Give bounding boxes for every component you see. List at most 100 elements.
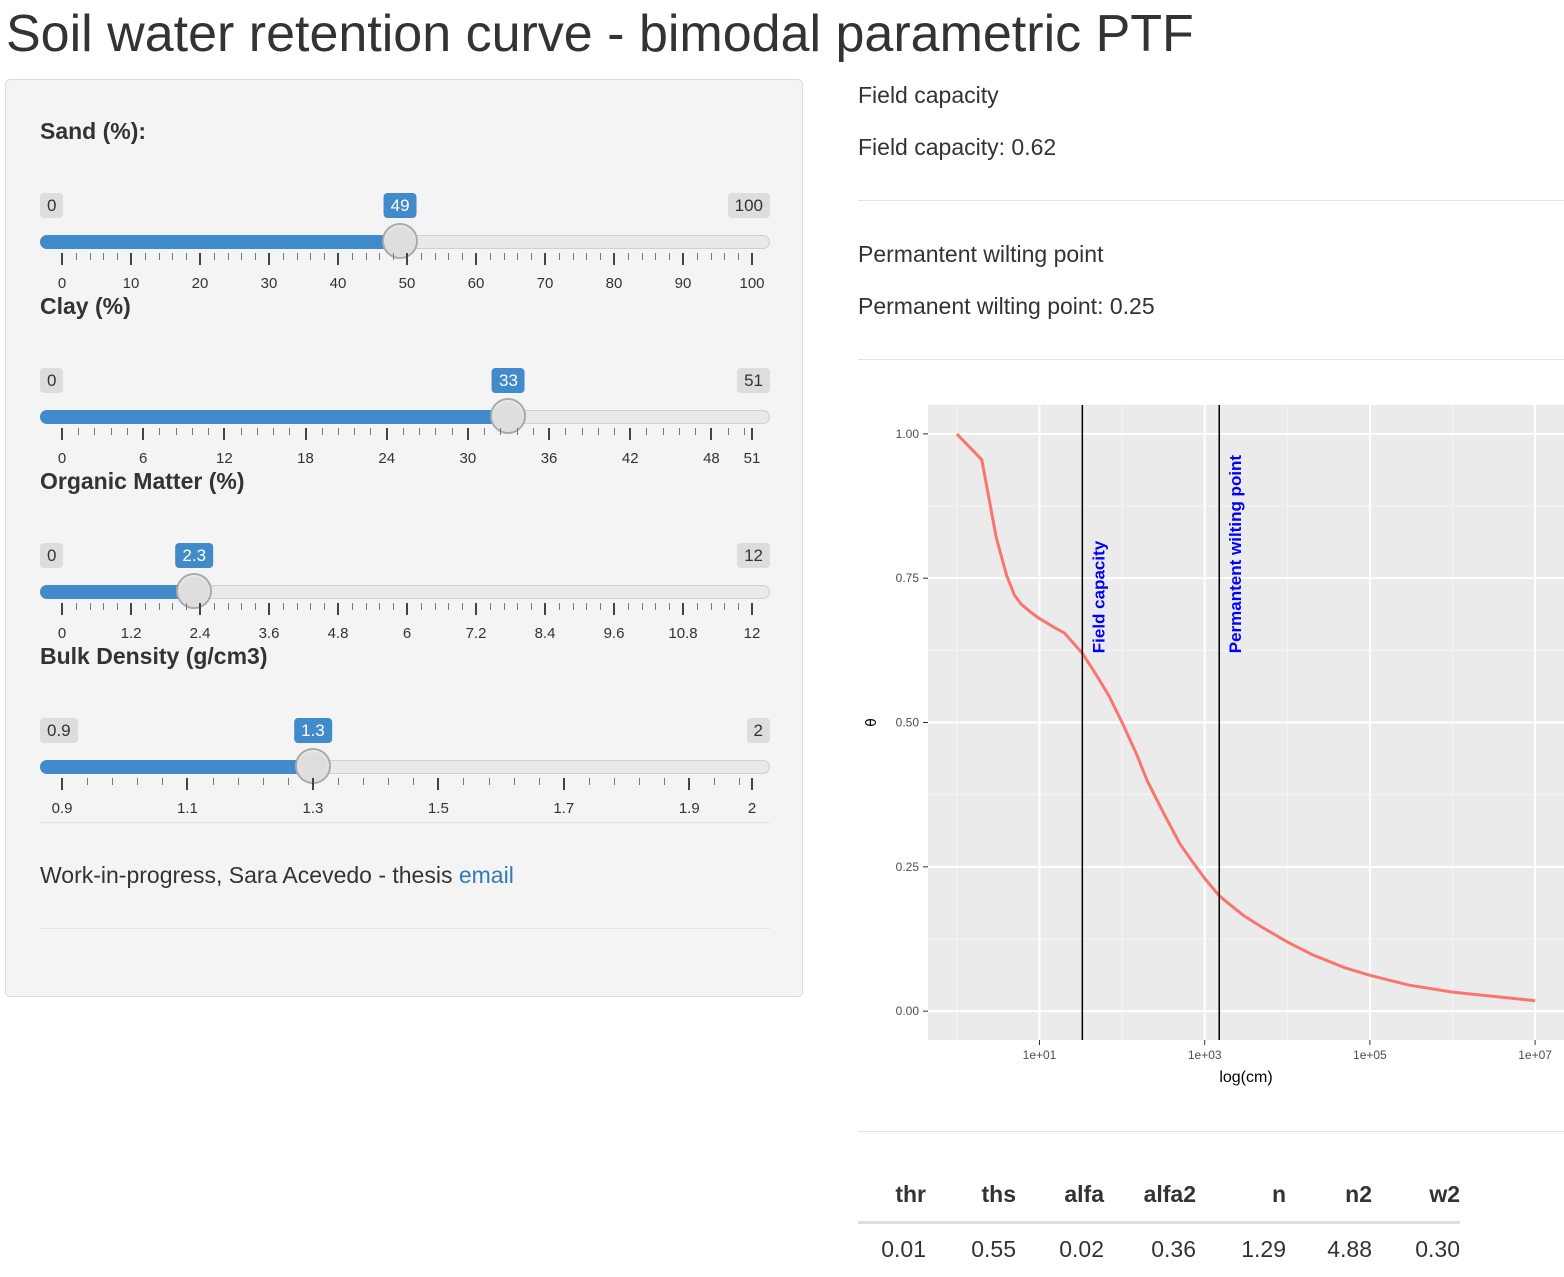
slider-tick bbox=[751, 778, 753, 790]
slider-minor-tick bbox=[241, 253, 243, 260]
slider-tick-label: 6 bbox=[402, 625, 412, 642]
slider-minor-tick bbox=[227, 603, 229, 610]
slider-minor-tick bbox=[324, 603, 326, 610]
slider-tick bbox=[544, 253, 546, 265]
slider-minor-tick bbox=[94, 428, 96, 435]
slider-minor-tick bbox=[435, 428, 437, 435]
slider-minor-tick bbox=[597, 428, 599, 435]
y-tick-label: 0.75 bbox=[896, 571, 920, 585]
slider-handle[interactable] bbox=[176, 573, 213, 609]
slider-minor-tick bbox=[256, 428, 258, 435]
slider-bulk-density: Bulk Density (g/cm3) 0.9 2 1.3 0.9 1.1 1.3… bbox=[40, 641, 772, 817]
footer-label: Work-in-progress, Sara Acevedo - thesis bbox=[40, 862, 459, 888]
slider-tick-label: 42 bbox=[621, 450, 639, 467]
slider-minor-tick bbox=[724, 253, 726, 260]
slider-tick-label: 40 bbox=[329, 275, 347, 292]
slider-tick bbox=[466, 428, 469, 440]
slider-minor-tick bbox=[489, 603, 491, 610]
slider-tick-label: 2.4 bbox=[189, 625, 211, 642]
slider-minor-tick bbox=[117, 253, 119, 260]
slider-minor-tick bbox=[208, 428, 210, 435]
slider-tick bbox=[629, 428, 632, 440]
slider-minor-tick bbox=[710, 253, 712, 260]
slider-minor-tick bbox=[186, 603, 188, 610]
slider-minor-tick bbox=[162, 778, 164, 785]
slider-tick-label: 12 bbox=[216, 450, 233, 467]
y-tick-label: 0.50 bbox=[896, 716, 920, 730]
slider-minor-tick bbox=[351, 603, 353, 610]
slider-tick bbox=[437, 778, 440, 790]
y-tick-label: 0.25 bbox=[896, 860, 920, 874]
slider-minor-tick bbox=[175, 428, 177, 435]
slider-tick bbox=[337, 253, 339, 265]
slider-minor-tick bbox=[310, 603, 312, 610]
slider-tick bbox=[544, 603, 546, 615]
slider-minor-tick bbox=[500, 428, 502, 435]
slider-minor-tick bbox=[137, 778, 139, 785]
slider-tick-label: 1.2 bbox=[120, 625, 142, 642]
slider-tick-label: 2 bbox=[747, 800, 757, 817]
slider-tick-label: 90 bbox=[674, 275, 692, 292]
slider-tick bbox=[751, 428, 753, 440]
slider-handle[interactable] bbox=[382, 223, 419, 259]
table-row: 0.01 0.55 0.02 0.36 1.29 4.88 0.30 bbox=[858, 1223, 1460, 1268]
retention-curve-line bbox=[955, 432, 1536, 1003]
slider-minor-tick bbox=[727, 428, 729, 435]
slider-minor-tick bbox=[662, 428, 664, 435]
slider-minor-tick bbox=[588, 778, 590, 785]
slider-min-badge: 0.9 bbox=[40, 718, 78, 743]
slider-tick bbox=[268, 603, 270, 615]
slider-minor-tick bbox=[655, 603, 657, 610]
slider-tick-label: 1.7 bbox=[553, 800, 575, 817]
cell-alfa2: 0.36 bbox=[1151, 1236, 1196, 1262]
slider-minor-tick bbox=[321, 428, 323, 435]
slider-minor-tick bbox=[103, 253, 105, 260]
slider-minor-tick bbox=[419, 428, 421, 435]
slider-minor-tick bbox=[338, 428, 339, 435]
slider-minor-tick bbox=[289, 428, 291, 435]
x-tick-label: 1e+03 bbox=[1188, 1048, 1222, 1062]
slider-tick bbox=[130, 603, 132, 615]
slider-minor-tick bbox=[75, 253, 77, 260]
slider-ticks: 0 1.2 2.4 3.6 4.8 6 7.2 8.4 9.6 10.8 12 bbox=[40, 603, 770, 643]
slider-minor-tick bbox=[646, 428, 648, 435]
slider-tick-label: 0 bbox=[57, 275, 67, 292]
slider-minor-tick bbox=[739, 778, 741, 785]
slider-tick bbox=[475, 603, 477, 615]
x-axis-title: log(cm) bbox=[1219, 1069, 1272, 1086]
slider-minor-tick bbox=[627, 603, 629, 610]
slider-tick bbox=[199, 253, 201, 265]
slider-tick bbox=[186, 778, 189, 790]
slider-tick-label: 0 bbox=[57, 625, 67, 642]
reference-line-label: Field capacity bbox=[1089, 540, 1108, 653]
params-table: thr ths alfa alfa2 n n2 w2 0.01 0.55 0.0… bbox=[858, 1175, 1460, 1267]
slider-tick-label: 60 bbox=[467, 275, 485, 292]
field-capacity-value: Field capacity: 0.62 bbox=[858, 134, 1057, 160]
slider-tick-label: 10 bbox=[122, 275, 140, 292]
slider-value-badge: 49 bbox=[383, 193, 417, 218]
slider-minor-tick bbox=[296, 253, 298, 260]
slider-minor-tick bbox=[517, 253, 519, 260]
slider-minor-tick bbox=[144, 603, 146, 610]
slider-minor-tick bbox=[282, 603, 284, 610]
wilting-point-heading: Permantent wilting point bbox=[858, 241, 1104, 267]
slider-minor-tick bbox=[600, 253, 602, 260]
slider-handle[interactable] bbox=[490, 398, 527, 434]
slider-tick-label: 10.8 bbox=[668, 625, 698, 642]
slider-minor-tick bbox=[678, 428, 680, 435]
slider-tick-label: 36 bbox=[540, 450, 558, 467]
slider-fill bbox=[40, 760, 313, 774]
slider-minor-tick bbox=[287, 778, 289, 785]
field-capacity-heading: Field capacity bbox=[858, 82, 999, 108]
slider-minor-tick bbox=[365, 603, 367, 610]
slider-tick-label: 7.2 bbox=[465, 625, 487, 642]
slider-tick bbox=[406, 603, 408, 615]
email-link[interactable]: email bbox=[458, 862, 514, 888]
slider-minor-tick bbox=[614, 428, 615, 435]
slider-minor-tick bbox=[117, 603, 119, 610]
slider-minor-tick bbox=[581, 428, 583, 435]
slider-minor-tick bbox=[513, 778, 515, 785]
slider-tick-label: 9.6 bbox=[603, 625, 625, 642]
slider-ticks: 0 6 12 18 24 30 36 42 48 51 bbox=[40, 428, 770, 468]
slider-label: Organic Matter (%) bbox=[40, 468, 245, 494]
